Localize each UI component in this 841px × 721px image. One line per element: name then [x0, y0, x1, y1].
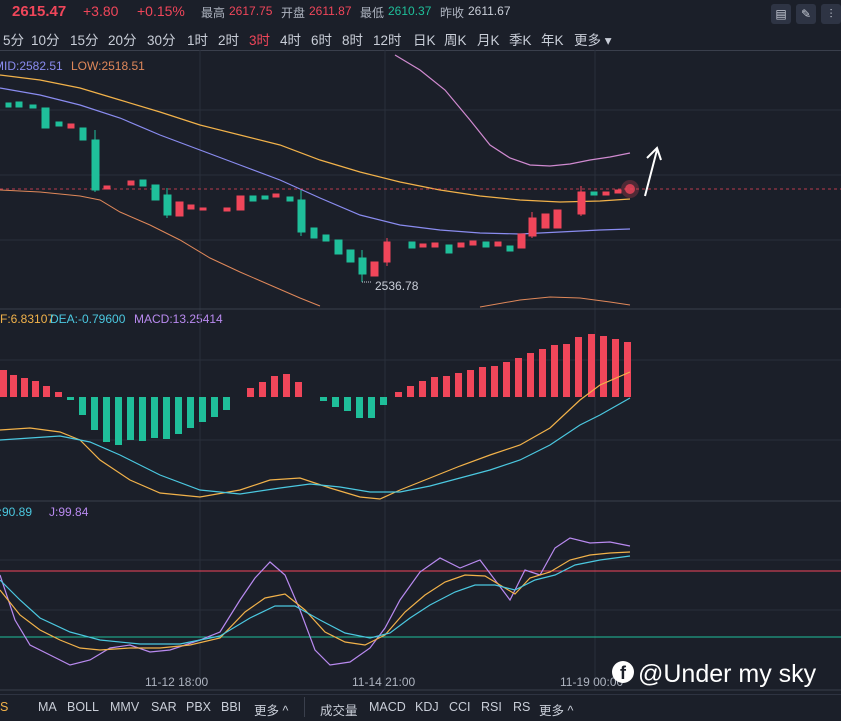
indicator-tab-bbi[interactable]: BBI: [221, 700, 242, 714]
x-axis-label: 11-14 21:00: [352, 675, 416, 689]
kdj-d-line: [0, 555, 631, 645]
indicator-tab-mmv[interactable]: MMV: [110, 700, 140, 714]
facebook-icon: f: [612, 661, 634, 683]
divider: [0, 50, 841, 51]
grid: [0, 50, 841, 690]
kdj-j-legend: J:99.84: [49, 505, 89, 519]
macd-dif-line: [0, 371, 631, 500]
indicator-tab-rs[interactable]: RS: [513, 700, 531, 714]
tab-period[interactable]: 2时: [218, 33, 240, 48]
indicator-tab-ma[interactable]: MA: [38, 700, 57, 714]
macd-dea-legend: DEA:-0.79600: [50, 312, 126, 326]
indicator-tab-pbx[interactable]: PBX: [186, 700, 212, 714]
ma-line-2: [479, 296, 631, 308]
x-axis-label: 11-19 00:00: [560, 675, 624, 689]
high-label: 最高: [201, 6, 226, 20]
more-label: 更多: [574, 33, 601, 48]
tab-period[interactable]: 5分: [3, 33, 25, 48]
indicator-tab-sar[interactable]: SAR: [151, 700, 177, 714]
indicator-tab-partial[interactable]: S: [0, 700, 9, 714]
tab-period[interactable]: 20分: [108, 33, 137, 48]
low-label: 最低: [360, 6, 385, 20]
up-arrow-annotation: [644, 146, 662, 197]
boll-upper-line: [394, 54, 631, 167]
prev-close-value: 2611.67: [468, 4, 511, 18]
tab-period[interactable]: 季K: [509, 33, 532, 48]
divider: [304, 697, 305, 717]
indicator-tab-rsi[interactable]: RSI: [481, 700, 502, 714]
indicator-more-sub[interactable]: 更多 ^: [539, 704, 574, 718]
tab-period[interactable]: 12时: [373, 33, 402, 48]
period-tabs: 5分 10分 15分 20分 30分 1时 2时 3时 4时 6时 8时 12时…: [0, 27, 841, 49]
indicator-more-main[interactable]: 更多 ^: [254, 704, 289, 718]
watermark-text: @Under my sky: [638, 660, 817, 688]
last-price-halo: [621, 180, 639, 198]
tab-period[interactable]: 15分: [70, 33, 99, 48]
more-label: 更多: [254, 704, 280, 718]
indicator-tab-macd[interactable]: MACD: [369, 700, 406, 714]
tab-period[interactable]: 10分: [31, 33, 60, 48]
low-price-marker: 2536.78: [375, 279, 419, 293]
kdj-d-legend: D:90.89: [0, 505, 33, 519]
watermark: f @Under my sky: [612, 660, 816, 689]
indicator-tab-kdj[interactable]: KDJ: [415, 700, 439, 714]
tab-period[interactable]: 6时: [311, 33, 333, 48]
low-value: 2610.37: [388, 4, 432, 18]
tab-period[interactable]: 4时: [280, 33, 302, 48]
tab-period[interactable]: 30分: [147, 33, 176, 48]
kdj-j-line: [0, 537, 631, 666]
indicator-tab-boll[interactable]: BOLL: [67, 700, 99, 714]
more-periods-dropdown[interactable]: 更多 ▾: [574, 33, 612, 48]
price-change: +3.80: [83, 3, 119, 19]
quote-bar: 2615.47 +3.80 +0.15% 最高 2617.75 开盘 2611.…: [0, 0, 841, 26]
indicator-tab-cci[interactable]: CCI: [449, 700, 471, 714]
kdj-k-line: [0, 551, 631, 651]
tab-period[interactable]: 年K: [541, 33, 564, 48]
prev-close-label: 昨收: [440, 6, 465, 20]
open-label: 开盘: [281, 6, 306, 20]
boll-mid-line: [0, 74, 631, 203]
ma-line: [0, 189, 321, 307]
price-change-pct: +0.15%: [137, 3, 185, 19]
high-value: 2617.75: [229, 4, 273, 18]
pencil-icon[interactable]: ✎: [796, 4, 816, 24]
more-label: 更多: [539, 704, 565, 718]
last-price-dot: [625, 184, 635, 194]
tab-period[interactable]: 1时: [187, 33, 209, 48]
open-value: 2611.87: [309, 4, 352, 18]
tab-period[interactable]: 8时: [342, 33, 364, 48]
x-axis-label: 11-12 18:00: [145, 675, 209, 689]
macd-value-legend: MACD:13.25414: [134, 312, 223, 326]
tab-period[interactable]: 日K: [413, 33, 436, 48]
boll-mid-legend: MID:2582.51: [0, 59, 63, 73]
candle-style-icon[interactable]: ⫶: [821, 4, 841, 24]
boll-low-legend: LOW:2518.51: [71, 59, 145, 73]
indicator-bar: S MA BOLL MMV SAR PBX BBI 更多 ^ 成交量 MACD …: [0, 694, 841, 721]
indicator-tab-volume[interactable]: 成交量: [320, 704, 358, 718]
current-price: 2615.47: [12, 3, 67, 20]
tab-period[interactable]: 周K: [444, 33, 467, 48]
macd-dea-line: [0, 397, 631, 495]
drawing-tool-icon[interactable]: ▤: [771, 4, 791, 24]
tab-period[interactable]: 月K: [477, 33, 500, 48]
macd-histogram: [0, 334, 631, 445]
macd-dif-legend: DIF:6.83107: [0, 312, 55, 326]
candlesticks: [5, 101, 622, 282]
tab-period-active[interactable]: 3时: [249, 33, 271, 48]
